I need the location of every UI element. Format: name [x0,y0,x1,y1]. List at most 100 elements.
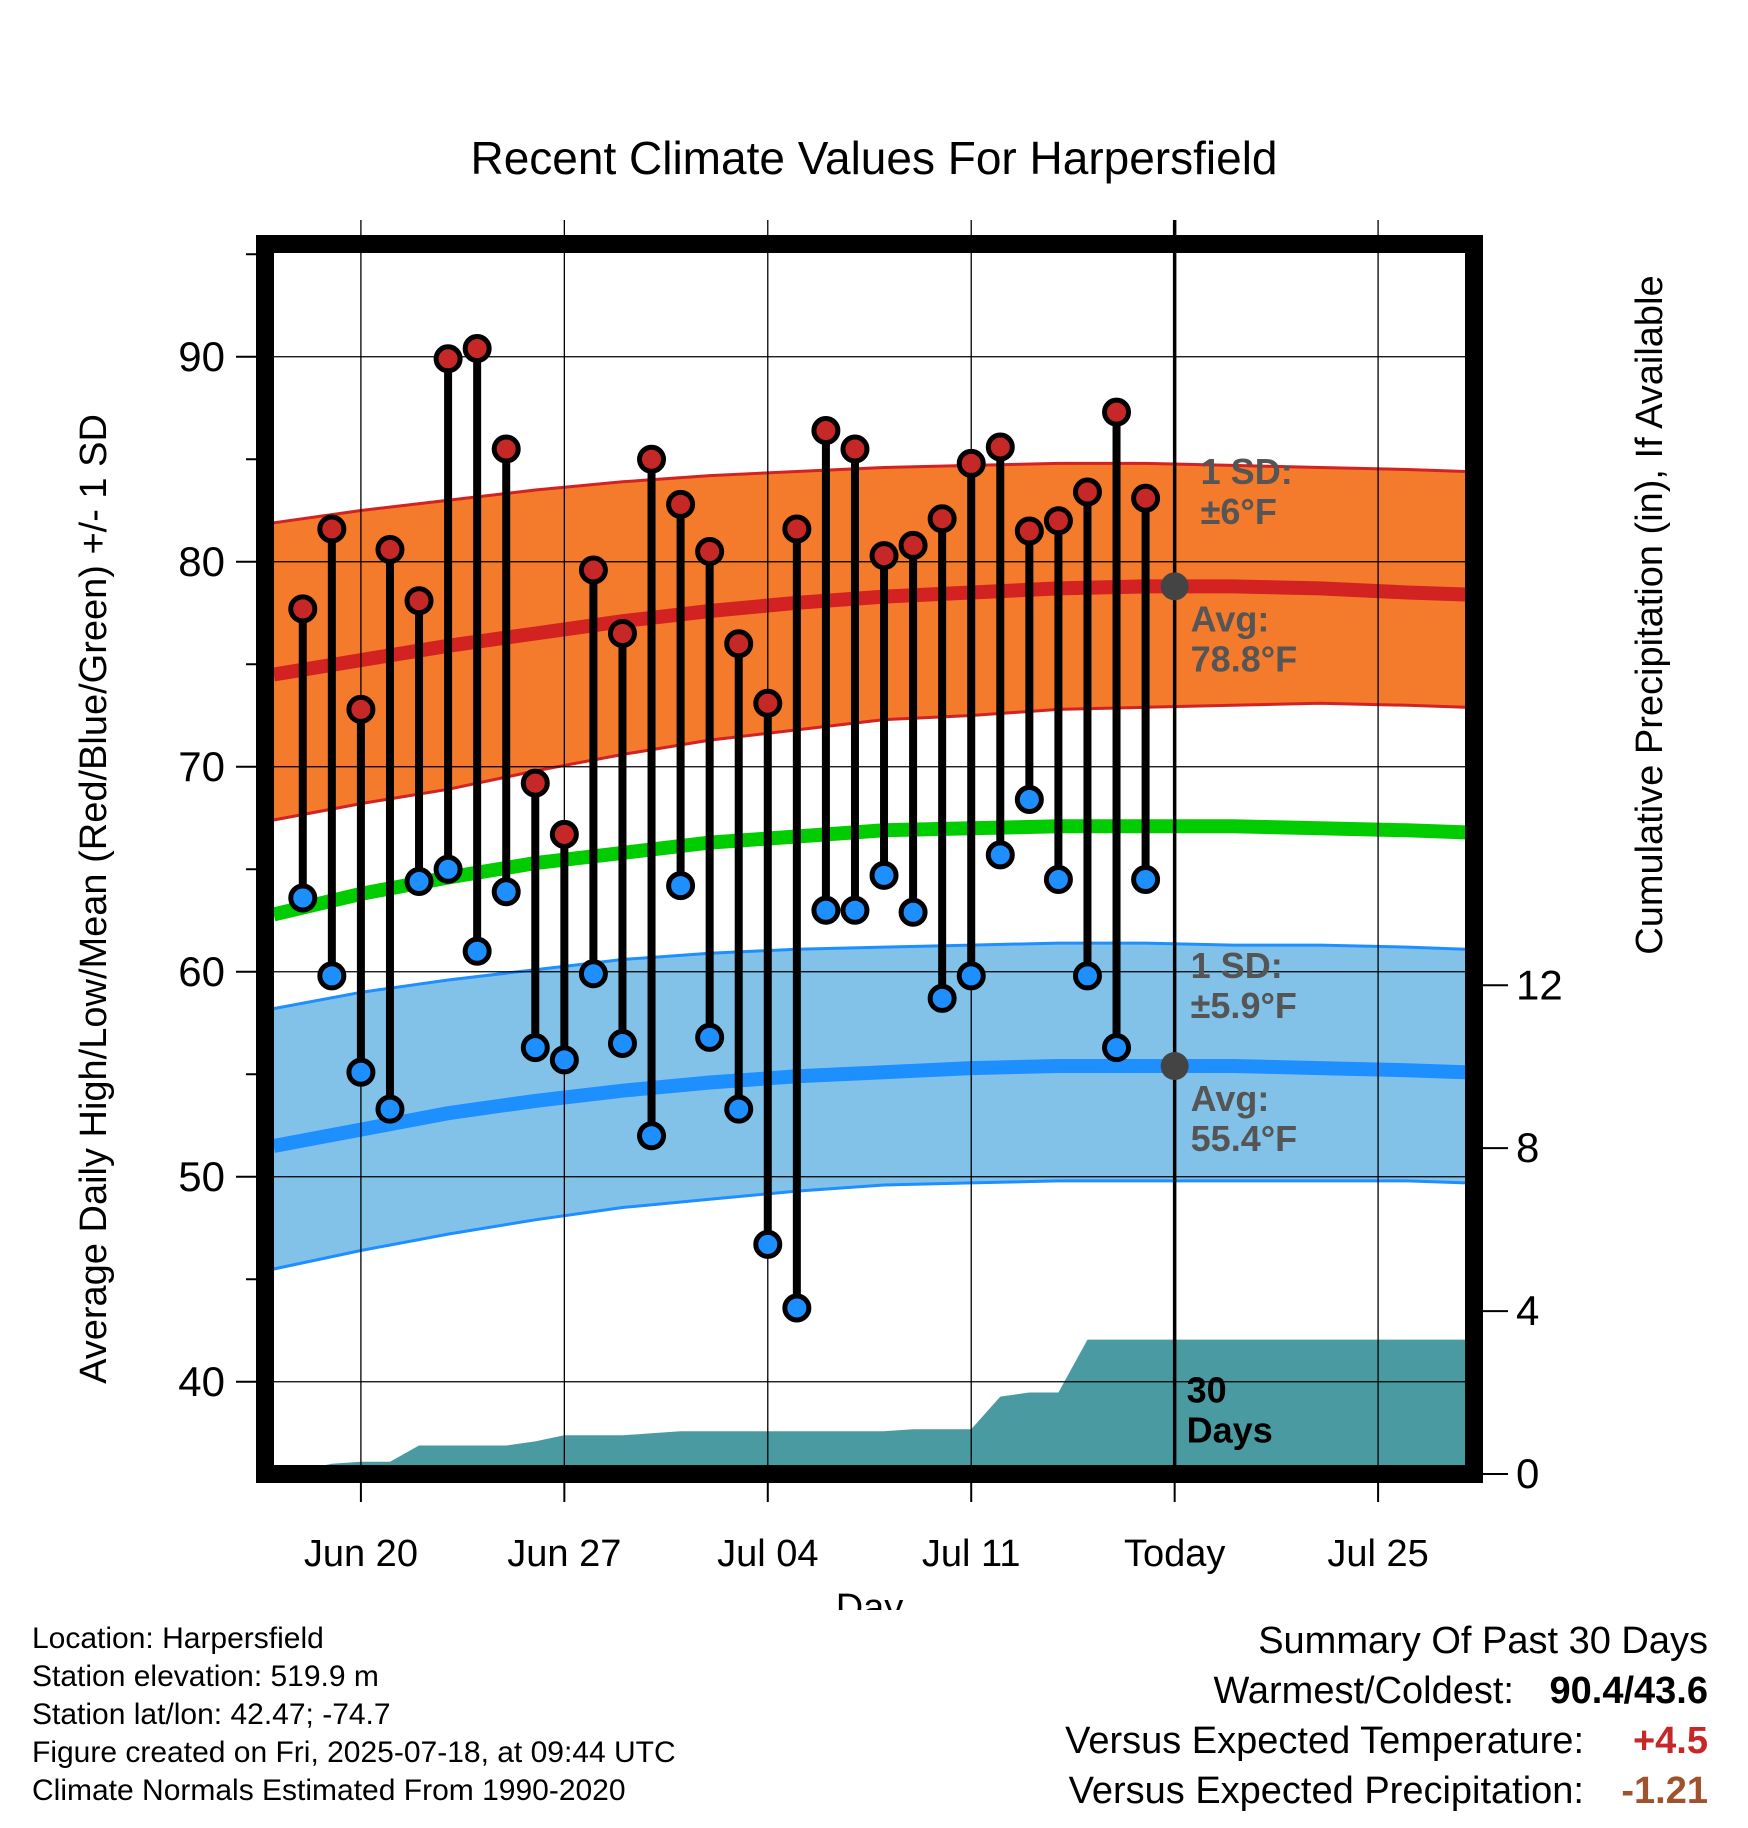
high-point [637,444,667,474]
precip-label: Versus Expected Precipitation: [1068,1770,1584,1812]
daily-sticks [298,348,1150,1308]
high-point [1102,397,1132,427]
low-point [607,1029,637,1058]
window-label: 30 Days [1187,1369,1273,1450]
created-text: Figure created on Fri, 2025-07-18, at 09… [32,1736,676,1769]
precip-row: Versus Expected Precipitation: -1.21 [1065,1766,1708,1816]
temp-label: Versus Expected Temperature: [1065,1720,1584,1762]
y2-axis-title: Cumulative Precipitation (in), If Availa… [1629,275,1671,954]
precip-fill [285,1339,1466,1474]
high-point [346,694,376,724]
high-point [985,432,1015,462]
x-axis-title: Day [836,1587,904,1610]
high-point [666,489,696,519]
low-point [1072,961,1102,991]
high-point [695,537,725,566]
grid-lines [265,220,1474,1474]
station-info: Location: Harpersfield Station elevation… [32,1620,676,1810]
low-point [1102,1033,1132,1063]
high-point [927,504,957,534]
high-point [753,688,783,718]
y2-tick-label: 4 [1516,1287,1539,1334]
low-point [869,860,899,890]
high-point [404,586,434,616]
low-point [1043,865,1073,894]
precipitation-area [285,1339,1466,1474]
high-point [433,344,463,374]
high-point [811,416,841,446]
y-tick-label: 40 [178,1358,225,1405]
x-tick-label: Jul 11 [922,1533,1021,1575]
low-sd-band-upper-edge [273,941,1466,1011]
high-point [898,530,928,560]
y-tick-label: 60 [178,948,225,995]
y2-tick-label: 12 [1516,961,1563,1008]
high-point [1072,477,1102,507]
x-tick-label: Jul 04 [717,1533,818,1575]
low-point [637,1121,667,1151]
low-point [404,867,434,897]
latlon-text: Station lat/lon: 42.47; -74.7 [32,1698,391,1731]
normals-text: Climate Normals Estimated From 1990-2020 [32,1774,626,1807]
x-tick-label: Jul 25 [1327,1533,1428,1575]
high-point [782,514,812,544]
low-point [433,854,463,884]
daily-dots [288,334,1161,1323]
low-avg-marker [1160,1052,1189,1081]
low-sd-label: 1 SD: ±5.9°F [1191,945,1297,1026]
plot-border [256,235,1483,1483]
high-point [1131,483,1161,513]
high-point [549,819,579,849]
high-sd-label: 1 SD: ±6°F [1201,451,1293,532]
high-point [956,448,986,478]
y2-tick-label: 0 [1516,1450,1539,1497]
normal-low-line [272,1059,1466,1153]
high-point [578,555,608,585]
annotations: 1 SD: ±6°F Avg: 78.8°F 1 SD: ±5.9°F Avg: 55.4°F… [1160,451,1297,1450]
low-point [375,1094,405,1124]
low-point [1014,785,1044,815]
precip-value: -1.21 [1621,1770,1708,1812]
warmest-row: Warmest/Coldest: 90.4/43.6 [1065,1666,1708,1716]
y-tick-label: 70 [178,743,225,790]
high-point [724,629,754,659]
low-point [549,1045,579,1075]
temp-value: +4.5 [1632,1720,1708,1762]
low-point [1131,865,1161,894]
low-point [985,840,1015,870]
high-point [840,434,870,464]
high-point [520,768,550,798]
y-tick-label: 80 [178,538,225,585]
y2-tick-label: 8 [1516,1124,1539,1171]
low-point [898,897,928,927]
low-point [666,871,696,901]
low-point [346,1057,376,1087]
high-point [869,541,899,571]
axes: 40 50 60 70 80 90 0 4 8 12 Jun 20 Jun 27 Jul 04 Jul 1… [73,253,1671,1610]
low-point [462,936,492,966]
high-point [607,619,637,648]
chart-title: Recent Climate Values For Harpersfield [470,132,1277,184]
low-point [520,1033,550,1063]
high-sd-band [273,463,1466,820]
high-point [1014,516,1044,546]
normal-bands [273,461,1466,1271]
y-tick-label: 50 [178,1153,225,1200]
low-point [695,1022,725,1052]
warmest-label: Warmest/Coldest: [1213,1670,1514,1712]
low-point [317,961,347,991]
low-point [811,895,841,925]
low-point [724,1094,754,1124]
y-axis-title: Average Daily High/Low/Mean (Red/Blue/Gr… [73,414,115,1384]
high-point [462,334,492,364]
temp-row: Versus Expected Temperature: +4.5 [1065,1716,1708,1766]
location-text: Location: Harpersfield [32,1622,324,1655]
low-point [840,895,870,925]
low-point [491,877,521,907]
high-point [317,514,347,544]
low-point [927,983,957,1013]
low-avg-label: Avg: 55.4°F [1191,1078,1297,1159]
high-avg-marker [1160,572,1189,601]
low-point [782,1293,812,1323]
high-point [288,594,318,624]
